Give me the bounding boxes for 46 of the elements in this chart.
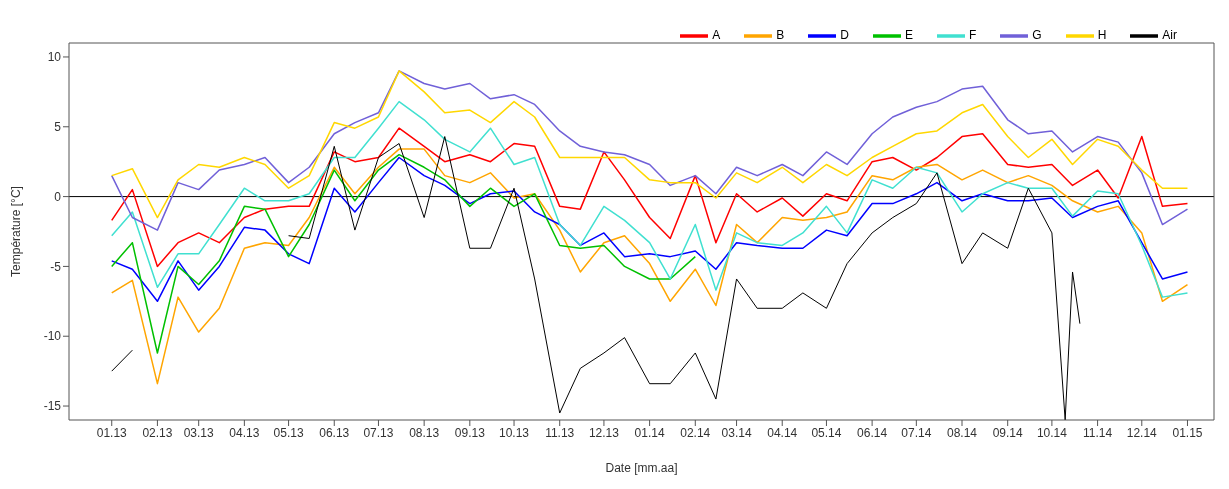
y-tick-label: -10 xyxy=(43,329,62,344)
x-tick-label: 05.14 xyxy=(811,425,842,440)
x-tick-label: 02.13 xyxy=(142,425,173,440)
line-series xyxy=(110,153,697,354)
x-tick-label: 01.15 xyxy=(1172,425,1203,440)
x-tick-label: 07.14 xyxy=(901,425,932,440)
x-tick-label: 01.13 xyxy=(96,425,128,440)
legend-label: Air xyxy=(1162,28,1177,43)
x-tick-label: 10.14 xyxy=(1036,425,1068,440)
y-tick-label: -5 xyxy=(50,259,62,274)
x-tick-label: 09.14 xyxy=(992,425,1024,440)
x-tick-label: 05.13 xyxy=(273,425,304,440)
legend-label: G xyxy=(1032,28,1042,43)
x-tick-label: 03.14 xyxy=(721,425,752,440)
x-tick-label: 12.14 xyxy=(1126,425,1158,440)
x-tick-label: 04.14 xyxy=(767,425,798,440)
x-tick-label: 11.14 xyxy=(1083,425,1113,440)
line-series xyxy=(110,100,1189,298)
legend-label: B xyxy=(776,28,785,43)
x-tick-label: 03.13 xyxy=(183,425,215,440)
legend-label: F xyxy=(968,28,977,43)
line-series xyxy=(110,127,1189,268)
x-tick-label: 10.13 xyxy=(499,425,530,440)
line-series xyxy=(110,156,1189,303)
x-tick-label: 06.13 xyxy=(319,425,350,440)
x-tick-label: 09.13 xyxy=(454,425,486,440)
y-tick-label: 10 xyxy=(47,50,62,65)
legend-label: A xyxy=(712,28,721,43)
y-tick-label: 5 xyxy=(54,120,62,135)
legend-label: H xyxy=(1097,28,1107,43)
x-tick-label: 01.14 xyxy=(634,425,665,440)
x-axis-title: Date [mm.aa] xyxy=(605,461,678,475)
legend-label: E xyxy=(904,28,913,43)
y-tick-label: 0 xyxy=(54,189,62,204)
line-series xyxy=(110,148,1189,385)
y-axis-title: Température [°C] xyxy=(9,186,24,277)
x-tick-label: 02.14 xyxy=(680,425,711,440)
x-tick-label: 12.13 xyxy=(588,425,620,440)
x-tick-label: 04.13 xyxy=(229,425,260,440)
x-tick-label: 07.13 xyxy=(363,425,394,440)
x-tick-label: 08.13 xyxy=(409,425,440,440)
x-tick-label: 08.14 xyxy=(947,425,978,440)
legend-label: D xyxy=(840,28,849,43)
x-tick-label: 06.14 xyxy=(857,425,888,440)
y-tick-label: -15 xyxy=(43,399,62,414)
x-tick-label: 11.13 xyxy=(545,425,575,440)
